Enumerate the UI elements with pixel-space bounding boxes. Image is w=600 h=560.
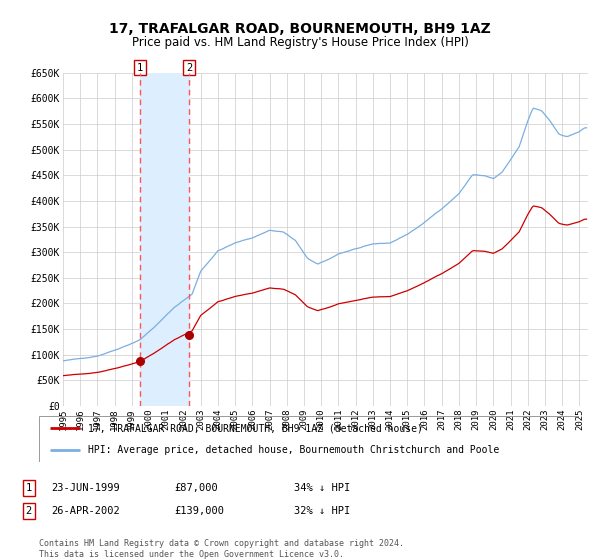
Text: £87,000: £87,000 bbox=[174, 483, 218, 493]
Text: 1: 1 bbox=[137, 63, 143, 73]
Text: HPI: Average price, detached house, Bournemouth Christchurch and Poole: HPI: Average price, detached house, Bour… bbox=[88, 445, 499, 455]
Text: 32% ↓ HPI: 32% ↓ HPI bbox=[294, 506, 350, 516]
Text: 26-APR-2002: 26-APR-2002 bbox=[51, 506, 120, 516]
Text: 2: 2 bbox=[26, 506, 32, 516]
Text: 2: 2 bbox=[186, 63, 192, 73]
Text: 17, TRAFALGAR ROAD, BOURNEMOUTH, BH9 1AZ (detached house): 17, TRAFALGAR ROAD, BOURNEMOUTH, BH9 1AZ… bbox=[88, 423, 422, 433]
Text: 1: 1 bbox=[26, 483, 32, 493]
Text: 34% ↓ HPI: 34% ↓ HPI bbox=[294, 483, 350, 493]
Bar bbox=[140, 73, 189, 406]
Text: 23-JUN-1999: 23-JUN-1999 bbox=[51, 483, 120, 493]
Text: Contains HM Land Registry data © Crown copyright and database right 2024.
This d: Contains HM Land Registry data © Crown c… bbox=[39, 539, 404, 559]
Text: £139,000: £139,000 bbox=[174, 506, 224, 516]
Text: 17, TRAFALGAR ROAD, BOURNEMOUTH, BH9 1AZ: 17, TRAFALGAR ROAD, BOURNEMOUTH, BH9 1AZ bbox=[109, 22, 491, 36]
Text: Price paid vs. HM Land Registry's House Price Index (HPI): Price paid vs. HM Land Registry's House … bbox=[131, 36, 469, 49]
